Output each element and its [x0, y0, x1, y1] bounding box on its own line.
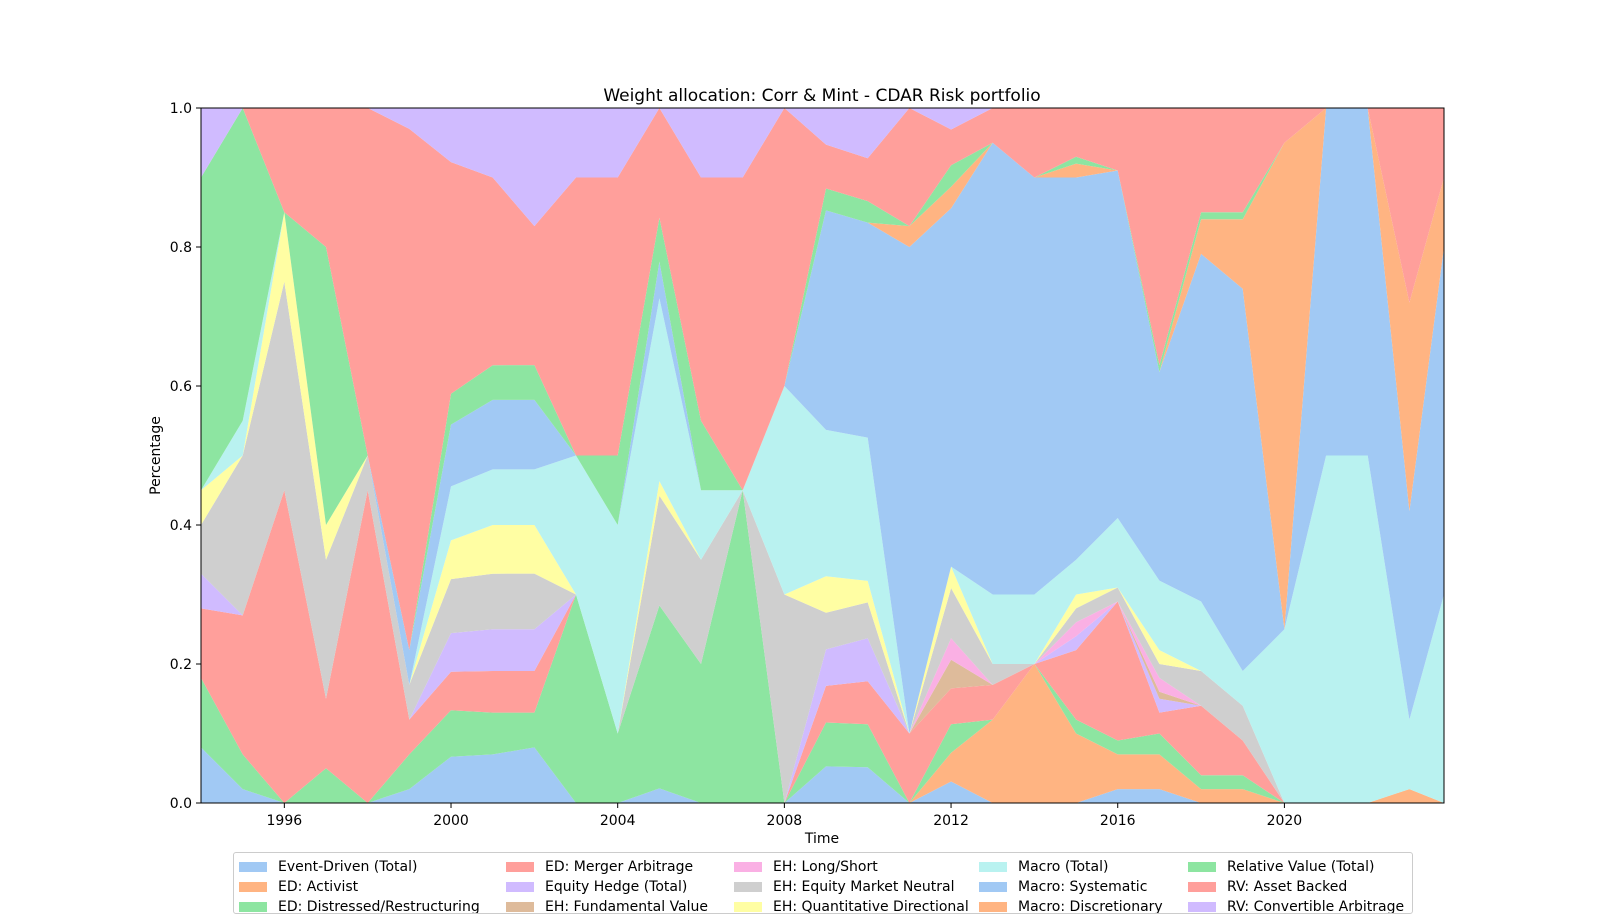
- area-rv-convertible-arbitrage: [201, 108, 1444, 227]
- x-tick-label: 2012: [933, 813, 969, 829]
- legend-label: EH: Long/Short: [773, 859, 878, 875]
- legend-label: EH: Equity Market Neutral: [773, 879, 955, 895]
- plot-frame: [200, 107, 1445, 804]
- y-tick-label: 0.8: [170, 240, 192, 256]
- legend-label: Macro (Total): [1018, 859, 1109, 875]
- x-tick-label: 2004: [600, 813, 636, 829]
- legend-label: RV: Asset Backed: [1227, 879, 1348, 895]
- area-series-group: [201, 108, 1444, 803]
- area-macro-total: [201, 212, 1444, 803]
- area-macro-systematic: [201, 108, 1444, 734]
- x-tick-label: 2000: [433, 813, 469, 829]
- y-tick-label: 0.4: [170, 518, 192, 534]
- area-ed-merger-arbitrage: [201, 490, 1444, 803]
- legend-swatch: [979, 882, 1007, 892]
- legend-swatch: [506, 882, 534, 892]
- y-axis-label: Percentage: [148, 416, 164, 495]
- legend-swatch: [1188, 882, 1216, 892]
- y-tick-label: 1.0: [170, 101, 192, 117]
- y-axis: 0.0 0.2 0.4 0.6 0.8 1.0: [170, 101, 201, 812]
- legend-swatch: [734, 902, 762, 912]
- y-tick-label: 0.2: [170, 657, 192, 673]
- x-tick-label: 2016: [1100, 813, 1136, 829]
- area-equity-hedge-total: [201, 490, 1444, 803]
- legend-label: Relative Value (Total): [1227, 859, 1375, 875]
- area-ed-distressed-restructuring: [201, 490, 1444, 803]
- area-macro-discretionary: [201, 108, 1444, 651]
- legend-label: Equity Hedge (Total): [545, 879, 688, 895]
- x-axis: 1996 2000 2004 2008 2012 2016 2020: [267, 803, 1303, 829]
- legend-label: Macro: Systematic: [1018, 879, 1148, 895]
- legend-label: ED: Merger Arbitrage: [545, 859, 694, 875]
- x-tick-label: 2020: [1267, 813, 1303, 829]
- legend-swatch: [1188, 862, 1216, 872]
- area-relative-value-total: [201, 108, 1444, 651]
- legend-label: ED: Activist: [278, 879, 359, 895]
- y-tick-label: 0.6: [170, 379, 192, 395]
- x-axis-label: Time: [804, 831, 839, 847]
- legend-swatch: [1188, 902, 1216, 912]
- legend-swatch: [979, 902, 1007, 912]
- area-rv-asset-backed: [201, 108, 1444, 651]
- legend-swatch: [734, 862, 762, 872]
- legend-swatch: [239, 882, 267, 892]
- legend-swatch: [239, 862, 267, 872]
- legend: Event-Driven (Total) ED: Activist ED: Dist…: [233, 852, 1413, 914]
- legend-swatch: [506, 902, 534, 912]
- legend-swatch: [506, 862, 534, 872]
- x-tick-label: 2008: [767, 813, 803, 829]
- legend-swatch: [239, 902, 267, 912]
- legend-swatch: [979, 862, 1007, 872]
- area-ed-activist: [201, 664, 1444, 803]
- x-tick-label: 1996: [267, 813, 303, 829]
- legend-swatch: [734, 882, 762, 892]
- chart-title: Weight allocation: Corr & Mint - CDAR Ri…: [603, 86, 1040, 106]
- y-tick-label: 0.0: [170, 796, 192, 812]
- legend-label: Event-Driven (Total): [278, 859, 418, 875]
